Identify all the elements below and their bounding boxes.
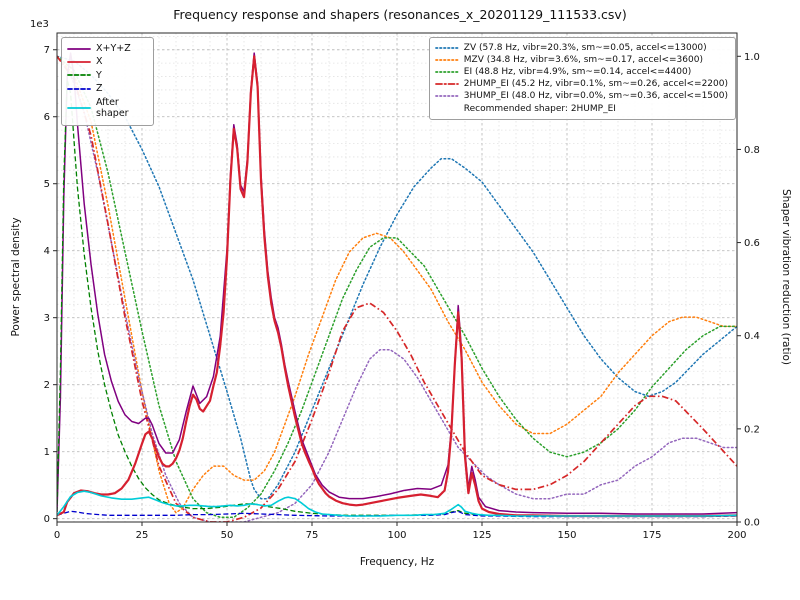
- y-right-axis-label: Shaper vibration reduction (ratio): [780, 188, 792, 366]
- legend-label: After shaper: [96, 96, 129, 119]
- legend-line-sample: [434, 71, 459, 73]
- legend-entry: 3HUMP_EI (48.0 Hz, vibr=0.0%, sm~=0.36, …: [434, 91, 728, 101]
- grid: [56, 33, 738, 522]
- series-curve-zv: [57, 55, 737, 500]
- legend-line-sample: [67, 74, 91, 77]
- tick-labels: 0 25 50 75 100 125 150 175 200 0 1 2 3 4 5 6 7 0.0 0.2 0.4 0…: [44, 45, 760, 541]
- series-curve-mzv: [57, 55, 737, 514]
- series-curve-after-shaper: [57, 490, 737, 517]
- x-tick-label: 125: [472, 530, 491, 541]
- legend-entry: After shaper: [67, 97, 146, 120]
- legend-entry: Y: [67, 70, 146, 81]
- legend-entry: X: [67, 56, 146, 67]
- chart-title: Frequency response and shapers (resonanc…: [173, 7, 627, 22]
- y-right-tick-label: 0.6: [744, 238, 760, 249]
- legend-entry: ZV (57.8 Hz, vibr=20.3%, sm~=0.05, accel…: [434, 43, 728, 53]
- legend-line-sample: [434, 59, 459, 61]
- y-left-tick-label: 7: [44, 45, 50, 56]
- legend-entry: 2HUMP_EI (45.2 Hz, vibr=0.1%, sm~=0.26, …: [434, 79, 728, 89]
- x-tick-label: 200: [727, 530, 746, 541]
- legend-line-sample: [434, 95, 459, 97]
- y-left-tick-label: 0: [44, 514, 50, 525]
- x-axis-label: Frequency, Hz: [359, 556, 435, 568]
- y-left-tick-label: 4: [44, 246, 50, 257]
- recommended-shaper-note: Recommended shaper: 2HUMP_EI: [463, 104, 616, 114]
- x-tick-label: 75: [306, 530, 319, 541]
- x-tick-label: 50: [221, 530, 234, 541]
- legend-label: ZV (57.8 Hz, vibr=20.3%, sm~=0.05, accel…: [463, 43, 707, 53]
- x-tick-label: 150: [557, 530, 576, 541]
- series-curve-x: [57, 55, 737, 518]
- legend-line-sample: [67, 107, 91, 109]
- legend-label: X: [96, 56, 103, 68]
- psd-legend: X+Y+Z X Y Z After shaper: [61, 37, 154, 127]
- x-tick-label: 0: [54, 530, 60, 541]
- legend-label: X+Y+Z: [96, 43, 131, 54]
- legend-label: EI (48.8 Hz, vibr=4.9%, sm~=0.14, accel<…: [463, 67, 692, 77]
- legend-label: MZV (34.8 Hz, vibr=3.6%, sm~=0.17, accel…: [463, 55, 703, 65]
- x-tick-label: 100: [387, 530, 406, 541]
- y-right-tick-label: 0.8: [744, 145, 760, 156]
- legend-label: 2HUMP_EI (45.2 Hz, vibr=0.1%, sm~=0.26, …: [463, 79, 728, 89]
- legend-label: Z: [96, 83, 103, 95]
- legend-entry: X+Y+Z: [67, 43, 146, 54]
- legend-entry: EI (48.8 Hz, vibr=4.9%, sm~=0.14, accel<…: [434, 67, 728, 77]
- legend-line-sample: [434, 83, 459, 85]
- y-left-tick-label: 2: [44, 380, 50, 391]
- y-left-offset-text: 1e3: [30, 19, 49, 30]
- y-left-tick-label: 1: [44, 447, 50, 458]
- legend-entry: Z: [67, 83, 146, 94]
- y-right-tick-label: 0.0: [744, 518, 760, 529]
- y-right-tick-label: 1.0: [744, 52, 760, 63]
- legend-label: 3HUMP_EI (48.0 Hz, vibr=0.0%, sm~=0.36, …: [463, 91, 728, 101]
- shaper-legend: ZV (57.8 Hz, vibr=20.3%, sm~=0.05, accel…: [428, 37, 736, 120]
- y-left-tick-label: 6: [44, 112, 50, 123]
- legend-line-sample: [434, 47, 459, 49]
- y-right-tick-label: 0.4: [744, 331, 760, 342]
- y-left-tick-label: 3: [44, 313, 50, 324]
- series-curve-ei: [57, 55, 737, 519]
- x-tick-label: 175: [642, 530, 661, 541]
- legend-line-sample: [67, 87, 91, 90]
- y-right-tick-label: 0.2: [744, 424, 760, 435]
- y-left-tick-label: 5: [44, 179, 50, 190]
- y-left-axis-label: Power spectral density: [10, 217, 22, 337]
- legend-label: Y: [96, 69, 102, 81]
- legend-line-sample: [67, 47, 91, 50]
- legend-entry: MZV (34.8 Hz, vibr=3.6%, sm~=0.17, accel…: [434, 55, 728, 65]
- x-tick-label: 25: [136, 530, 149, 541]
- legend-line-sample: [67, 61, 91, 63]
